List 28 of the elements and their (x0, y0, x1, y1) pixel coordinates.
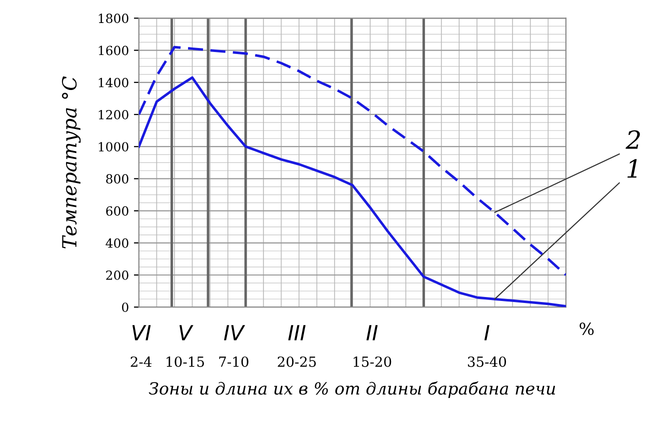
text: 1 (627, 159, 637, 178)
text: 20-25 (278, 356, 316, 367)
y-tick-label: 200 (106, 270, 128, 280)
text: V (180, 325, 194, 340)
text: I (484, 325, 490, 340)
text: II (366, 325, 378, 340)
text: 35-40 (468, 356, 506, 367)
y-axis-title: Температура °С (62, 76, 81, 248)
text: IV (224, 325, 246, 340)
y-tick-label: 1200 (98, 110, 128, 120)
y-tick-label: 800 (106, 174, 128, 184)
y-tick-label: 400 (106, 238, 128, 248)
y-tick-label: 1600 (98, 46, 128, 56)
text: % (580, 322, 594, 336)
y-tick-label: 1000 (98, 142, 128, 152)
y-tick-label: 0 (122, 302, 128, 312)
x-axis-title: Зоны и длина их в % от длины барабана печи (148, 381, 556, 398)
y-tick-label: 600 (106, 206, 128, 216)
line-series (138, 46, 566, 276)
y-tick-label: 1800 (98, 14, 128, 24)
text: 2-4 (130, 356, 152, 367)
text: 10-15 (166, 356, 204, 367)
text: VI (132, 325, 151, 340)
text: III (288, 325, 306, 340)
text: 7-10 (219, 356, 248, 367)
text: 15-20 (354, 356, 392, 367)
text: 2 (626, 130, 640, 149)
y-tick-label: 1400 (98, 78, 128, 88)
